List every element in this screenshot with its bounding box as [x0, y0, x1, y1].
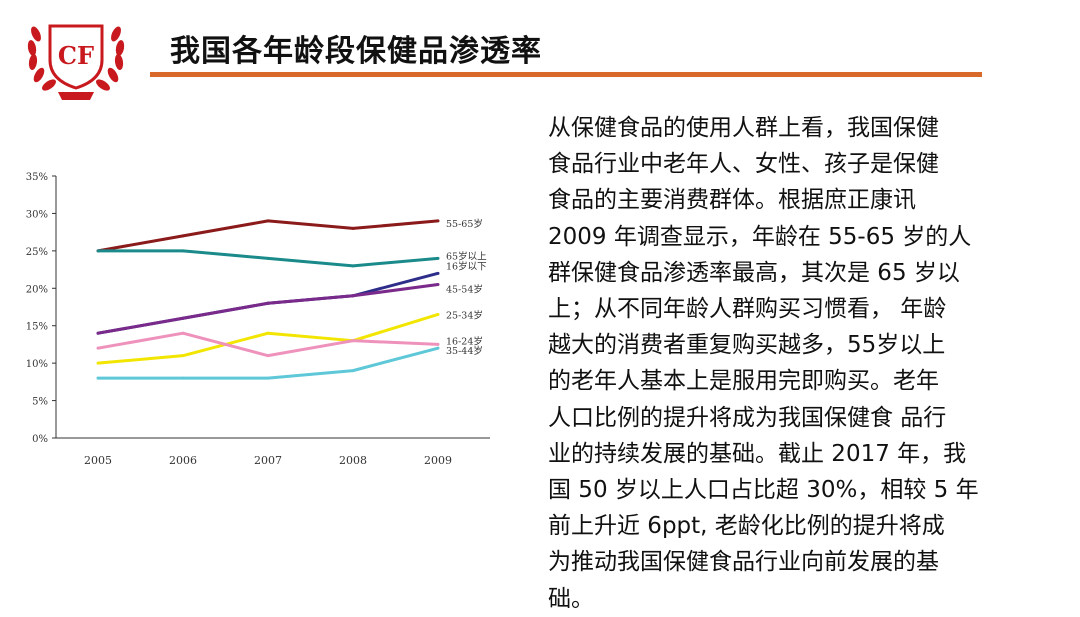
x-tick-label: 2009	[424, 454, 452, 467]
data-point	[351, 339, 355, 343]
laurel-right-icon	[96, 26, 125, 91]
data-point	[351, 226, 355, 230]
series-label: 25-34岁	[446, 309, 483, 321]
series-label: 16岁以下	[446, 260, 487, 272]
body-line: 越大的消费者重复购买越多，55岁以上	[548, 332, 946, 359]
data-point	[436, 346, 440, 350]
data-point	[436, 271, 440, 275]
body-line: 食品的主要消费群体。根据庶正康讯	[548, 187, 916, 214]
data-point	[181, 316, 185, 320]
data-point	[96, 376, 100, 380]
body-line: 为推动我国保健食品行业向前发展的基	[548, 549, 939, 576]
series-label: 16-24岁	[446, 335, 483, 347]
data-point	[436, 283, 440, 287]
description-text: 从保健食品的使用人群上看，我国保健 食品行业中老年人、女性、孩子是保健 食品的主要消…	[548, 110, 1028, 617]
y-tick-label: 35%	[26, 172, 48, 183]
series-label: 65岁以上	[446, 250, 487, 262]
data-point	[266, 301, 270, 305]
logo-ribbon	[58, 92, 94, 100]
data-point	[351, 369, 355, 373]
data-point	[181, 331, 185, 335]
series-label: 45-54岁	[446, 284, 483, 296]
page-title: 我国各年龄段保健品渗透率	[170, 34, 542, 69]
logo-text: CF	[58, 41, 94, 70]
x-tick-label: 2005	[84, 454, 112, 467]
series-lines	[96, 219, 440, 380]
data-point	[436, 219, 440, 223]
data-point	[266, 354, 270, 358]
y-tick-label: 10%	[26, 359, 48, 370]
y-tick-label: 15%	[26, 322, 48, 333]
x-tick-label: 2006	[169, 454, 197, 467]
data-point	[266, 376, 270, 380]
body-line: 的老年人基本上是服用完即购买。老年	[548, 368, 939, 395]
data-point	[266, 256, 270, 260]
series-line	[98, 346, 439, 380]
data-point	[436, 342, 440, 346]
data-point	[96, 249, 100, 253]
y-tick-label: 25%	[26, 247, 48, 258]
company-logo: CF	[27, 24, 125, 100]
laurel-left-icon	[27, 26, 56, 91]
data-point	[181, 234, 185, 238]
body-line: 食品行业中老年人、女性、孩子是保健	[548, 151, 939, 178]
series-label: 55-65岁	[446, 218, 483, 230]
data-point	[181, 376, 185, 380]
y-tick-label: 0%	[32, 434, 48, 445]
series-line	[97, 283, 439, 335]
data-point	[266, 219, 270, 223]
data-point	[436, 256, 440, 260]
data-point	[181, 249, 185, 253]
body-line: 础。	[548, 585, 594, 612]
y-tick-label: 5%	[32, 397, 48, 408]
y-axis: 0% 5% 10% 15% 20% 25% 30% 35%	[26, 172, 57, 445]
data-point	[351, 264, 355, 268]
data-point	[181, 354, 185, 358]
body-line: 群保健食品渗透率最高，其次是 65 岁以	[548, 259, 960, 286]
body-line: 2009 年调查显示，年龄在 55-65 岁的人	[548, 223, 972, 250]
x-axis: 2005 2006 2007 2008 2009	[56, 437, 490, 467]
body-line: 国 50 岁以上人口占比超 30%，相较 5 年	[548, 477, 979, 504]
x-tick-label: 2007	[254, 454, 282, 467]
data-point	[96, 361, 100, 365]
data-point	[266, 331, 270, 335]
body-line: 人口比例的提升将成为我国保健食 品行	[548, 404, 947, 431]
line-chart: 0%5%10%15%20%25%30%35% 2005 2006 2007 2008 2…	[26, 172, 490, 467]
body-line: 业的持续发展的基础。截止 2017 年，我	[548, 440, 967, 467]
data-point	[96, 346, 100, 350]
body-line: 从保健食品的使用人群上看，我国保健	[548, 115, 939, 141]
data-point	[436, 312, 440, 316]
series-line	[97, 331, 439, 358]
body-line: 上；从不同年龄人群购买习惯看， 年龄	[548, 296, 947, 323]
x-tick-label: 2008	[339, 454, 367, 467]
y-tick-label: 20%	[26, 284, 48, 295]
data-point	[351, 294, 355, 298]
data-point	[96, 331, 100, 335]
y-tick-label: 30%	[26, 209, 48, 220]
logo-shield	[48, 24, 104, 90]
title-underline	[150, 72, 982, 77]
series-label: 35-44岁	[446, 345, 483, 357]
body-line: 前上升近 6ppt, 老龄化比例的提升将成	[548, 513, 945, 540]
series-line	[97, 219, 439, 253]
